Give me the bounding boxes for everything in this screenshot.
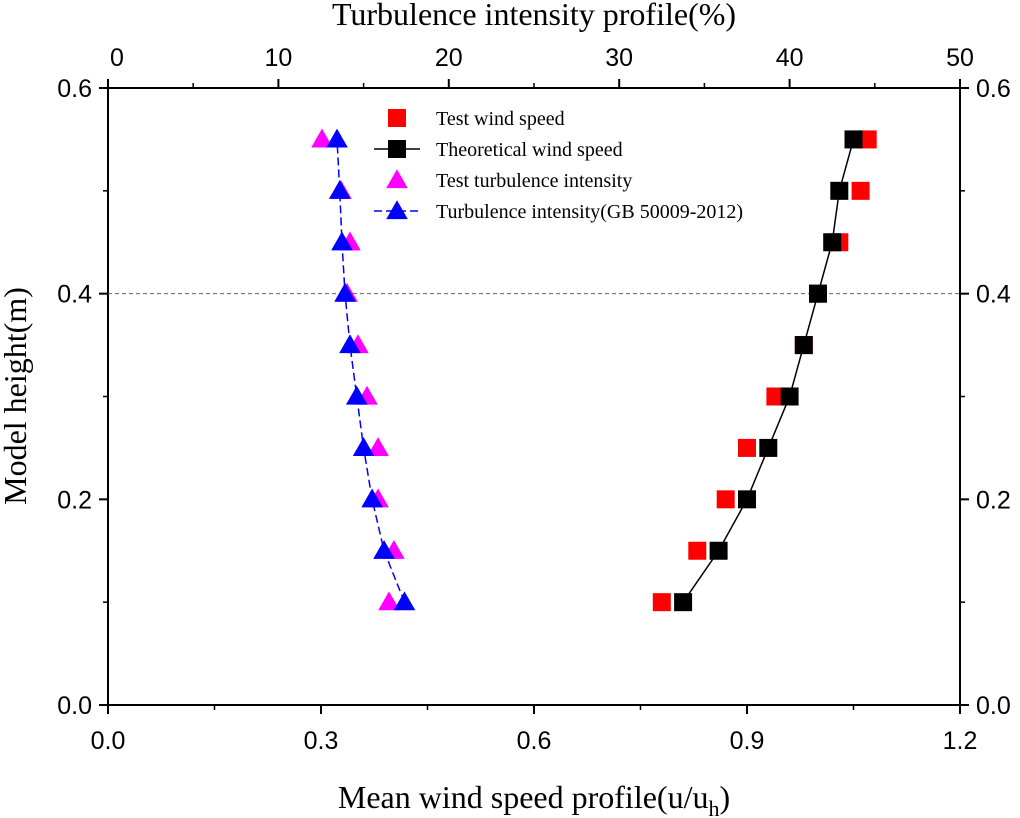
point bbox=[738, 438, 756, 457]
point bbox=[780, 387, 799, 406]
point bbox=[339, 334, 361, 354]
point bbox=[361, 488, 383, 508]
y-tick-label: 0.0 bbox=[57, 692, 92, 720]
point bbox=[830, 181, 849, 200]
point bbox=[851, 181, 870, 200]
x2-tick-label: 10 bbox=[264, 44, 292, 72]
point bbox=[794, 336, 813, 355]
x2-tick-label: 30 bbox=[605, 44, 633, 72]
x-label-part: Mean wind speed profile(u/u bbox=[338, 779, 709, 815]
point bbox=[823, 233, 842, 252]
point bbox=[331, 231, 353, 251]
x-tick-label: 0.6 bbox=[517, 727, 552, 755]
point bbox=[328, 180, 351, 199]
x-tick-label: 0.0 bbox=[91, 727, 126, 755]
y-axis-label: Model height(m) bbox=[0, 287, 33, 505]
point bbox=[326, 128, 348, 148]
point bbox=[709, 541, 728, 560]
legend-label: Theoretical wind speed bbox=[436, 139, 623, 161]
point bbox=[345, 385, 368, 405]
x2-tick-label: 50 bbox=[946, 44, 974, 72]
point bbox=[373, 539, 395, 559]
x2-tick-label: 40 bbox=[776, 44, 804, 72]
point bbox=[367, 437, 389, 457]
point bbox=[688, 541, 707, 560]
series-line bbox=[682, 139, 855, 603]
y2-tick-label: 0.4 bbox=[976, 281, 1011, 309]
point bbox=[652, 593, 671, 612]
point bbox=[844, 130, 863, 149]
x-tick-label: 0.9 bbox=[730, 727, 765, 755]
legend-marker bbox=[386, 169, 408, 189]
y2-tick-label: 0.0 bbox=[976, 692, 1011, 720]
y2-tick-label: 0.2 bbox=[976, 486, 1011, 514]
x-tick-label: 1.2 bbox=[943, 727, 978, 755]
x2-tick-label: 0 bbox=[110, 44, 124, 72]
point bbox=[393, 591, 416, 611]
point bbox=[352, 437, 375, 457]
point bbox=[311, 128, 333, 148]
x-axis-label: Mean wind speed profile(u/uh) bbox=[338, 779, 730, 818]
point bbox=[858, 130, 877, 149]
legend-marker bbox=[388, 109, 406, 127]
point bbox=[716, 490, 735, 509]
point bbox=[766, 387, 785, 406]
point bbox=[738, 490, 756, 509]
y-tick-label: 0.6 bbox=[57, 75, 92, 103]
y-tick-label: 0.2 bbox=[57, 486, 92, 514]
legend-label: Test turbulence intensity bbox=[436, 170, 632, 192]
x2-tick-label: 20 bbox=[435, 44, 463, 72]
legend-marker bbox=[386, 200, 408, 220]
point bbox=[674, 593, 693, 612]
legend-label: Turbulence intensity(GB 50009-2012) bbox=[436, 201, 743, 223]
x-tick-label: 0.3 bbox=[304, 727, 339, 755]
chart-title: Turbulence intensity profile(%) bbox=[332, 0, 736, 32]
point bbox=[378, 591, 400, 611]
point bbox=[759, 438, 778, 457]
x-label-part: ) bbox=[719, 779, 730, 815]
legend-marker bbox=[388, 140, 406, 158]
point bbox=[809, 284, 827, 303]
y-tick-label: 0.4 bbox=[57, 281, 92, 309]
legend-label: Test wind speed bbox=[436, 108, 565, 130]
point bbox=[334, 282, 356, 302]
x-label-sub: h bbox=[708, 796, 719, 818]
y2-tick-label: 0.6 bbox=[976, 75, 1011, 103]
